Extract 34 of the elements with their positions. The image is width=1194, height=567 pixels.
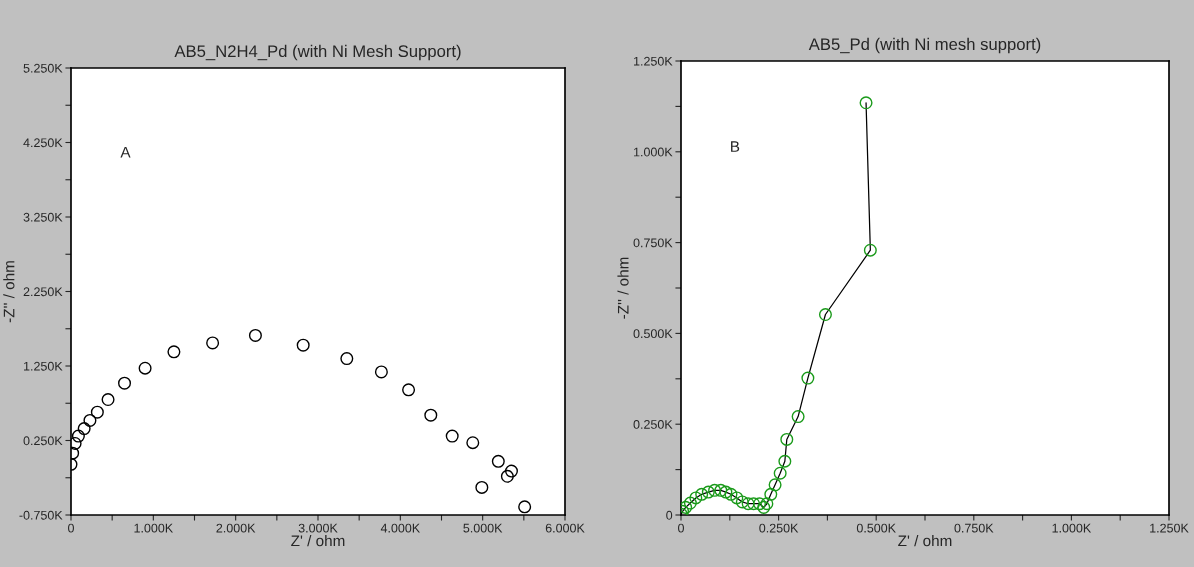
x-tick-label: 1.250K [1150, 523, 1189, 533]
y-tick-label: 0 [666, 510, 673, 520]
chart-title: AB5_N2H4_Pd (with Ni Mesh Support) [174, 44, 461, 61]
y-tick-label: 4.250K [23, 138, 63, 148]
x-tick-label: 3.000K [298, 523, 338, 533]
x-tick-label: 0.750K [954, 523, 994, 533]
x-tick-label: 0 [68, 523, 74, 533]
x-tick-label: 1.000K [1052, 523, 1092, 533]
y-tick-label: 5.250K [23, 63, 63, 73]
x-tick-label: 0.250K [759, 523, 799, 533]
y-tick-label: 3.250K [23, 212, 63, 222]
x-tick-label: 0 [678, 523, 684, 533]
x-axis-title: Z' / ohm [291, 534, 345, 547]
y-tick-label: 0.750K [633, 238, 673, 248]
annotation: B [731, 141, 740, 152]
y-axis-title: -Z'' / ohm [617, 257, 629, 319]
x-tick-label: 4.000K [380, 523, 420, 533]
y-tick-label: 1.250K [634, 56, 673, 66]
x-tick-label: 2.000K [216, 523, 256, 533]
y-tick-label: 0.500K [633, 329, 673, 339]
chart-title: AB5_Pd (with Ni mesh support) [808, 37, 1041, 54]
x-tick-label: 1.000K [134, 523, 173, 533]
y-tick-label: 1.000K [634, 147, 673, 157]
y-tick-label: 0.250K [23, 436, 63, 446]
y-axis-title: -Z'' / ohm [3, 261, 15, 323]
y-tick-label: -0.750K [19, 510, 63, 520]
annotation: A [120, 146, 131, 158]
x-tick-label: 0.500K [856, 523, 896, 533]
y-tick-label: 2.250K [23, 287, 63, 297]
x-tick-label: 5.000K [463, 523, 503, 533]
y-tick-label: 1.250K [24, 361, 63, 371]
x-axis-title: Z' / ohm [898, 534, 952, 547]
x-tick-label: 6.000K [545, 523, 585, 533]
y-tick-label: 0.250K [633, 420, 673, 429]
